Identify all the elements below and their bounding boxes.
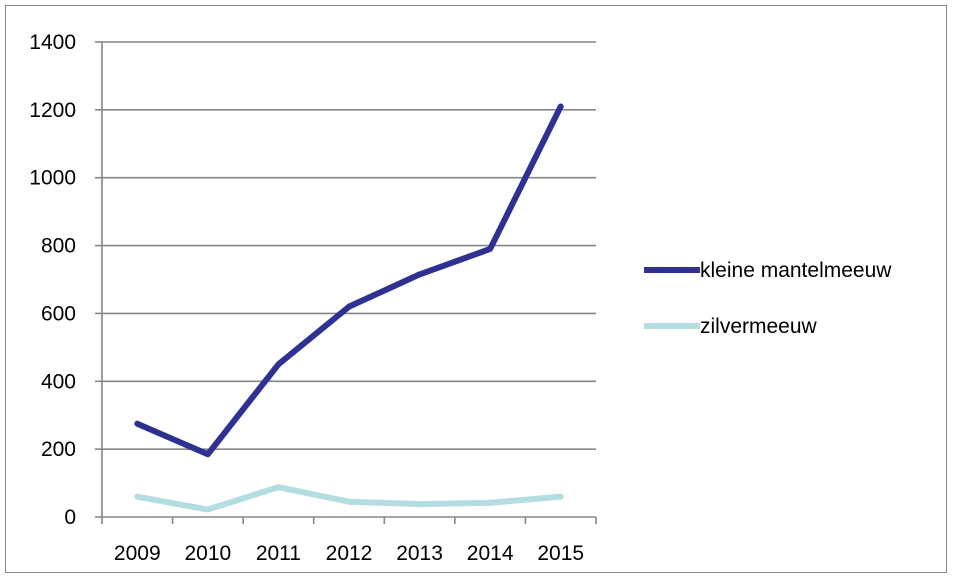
y-tick-label-400: 400: [41, 370, 76, 393]
y-tick-label-0: 0: [64, 506, 76, 529]
y-tick-label-600: 600: [41, 302, 76, 325]
x-tick-label-2010: 2010: [184, 542, 231, 565]
legend: kleine mantelmeeuw zilvermeeuw: [644, 259, 892, 338]
legend-label-1: kleine mantelmeeuw: [700, 259, 892, 282]
legend-label-2: zilvermeeuw: [700, 315, 818, 338]
y-tick-label-1000: 1000: [29, 167, 76, 190]
y-tick-label-1400: 1400: [29, 31, 76, 54]
x-tick-label-2014: 2014: [467, 542, 514, 565]
x-tick-label-2015: 2015: [537, 542, 584, 565]
axes: [95, 42, 596, 524]
x-tick-label-2013: 2013: [396, 542, 443, 565]
y-tick-label-1200: 1200: [29, 99, 76, 122]
y-tick-label-800: 800: [41, 235, 76, 258]
x-tick-label-2009: 2009: [114, 542, 161, 565]
series-line-2: [137, 487, 560, 509]
x-tick-label-2011: 2011: [256, 542, 301, 565]
y-axis-tick-labels: 0 200 400 600 800 1000 1200 1400: [29, 31, 76, 529]
x-axis-tick-labels: 2009 2010 2011 2012 2013 2014 2015: [114, 542, 584, 565]
gridlines: [102, 42, 596, 449]
x-tick-label-2012: 2012: [326, 542, 373, 565]
y-tick-label-200: 200: [41, 438, 76, 461]
series-line-1: [137, 106, 560, 454]
